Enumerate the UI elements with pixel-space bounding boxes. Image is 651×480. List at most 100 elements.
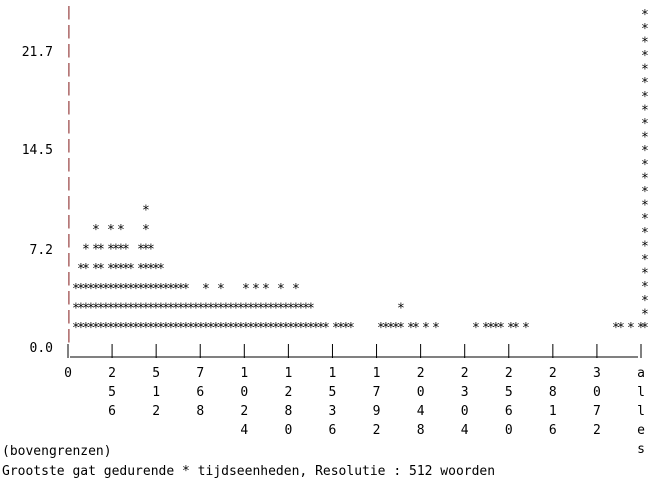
- bar-mark: *: [112, 243, 120, 258]
- bar-mark: *: [277, 301, 285, 316]
- overflow-mark: *: [641, 199, 649, 214]
- bar-mark: *: [202, 321, 210, 336]
- y-axis-segment: |: [65, 233, 73, 248]
- bar-mark: *: [77, 262, 85, 277]
- overflow-mark: *: [641, 253, 649, 268]
- overflow-mark: *: [641, 307, 649, 322]
- bar-mark: *: [142, 262, 150, 277]
- bar-mark: *: [112, 321, 120, 336]
- bar: *: [322, 321, 330, 336]
- bar-mark: *: [482, 321, 490, 336]
- bar-mark: *: [472, 321, 480, 336]
- bar-mark: *: [272, 321, 280, 336]
- bar: **: [207, 301, 215, 336]
- bar-mark: *: [127, 321, 135, 336]
- bar-mark: *: [207, 321, 215, 336]
- y-axis-segment: |: [65, 252, 73, 267]
- y-axis-segment: |: [65, 157, 73, 172]
- bar-mark: *: [257, 301, 265, 316]
- bar-mark: *: [192, 301, 200, 316]
- bar-mark: *: [97, 321, 105, 336]
- bar: *: [627, 321, 635, 336]
- overflow-mark: *: [641, 294, 649, 309]
- overflow-mark: *: [641, 35, 649, 50]
- bar-mark: *: [82, 262, 90, 277]
- bar: * * *: [177, 282, 185, 336]
- y-axis-segment: |: [65, 5, 73, 20]
- bar: *: [342, 321, 350, 336]
- bar-mark: *: [182, 282, 190, 297]
- bar-mark: *: [302, 301, 310, 316]
- bar-mark: *: [162, 321, 170, 336]
- bar-mark: *: [187, 321, 195, 336]
- bar-mark: *: [217, 301, 225, 316]
- bar-mark: *: [292, 321, 300, 336]
- bar-mark: *: [377, 321, 385, 336]
- bar-mark: *: [107, 301, 115, 316]
- bar-mark: *: [212, 301, 220, 316]
- bar-mark: *: [397, 321, 405, 336]
- bar-mark: *: [162, 282, 170, 297]
- bar: **: [397, 301, 405, 336]
- bar-mark: *: [82, 321, 90, 336]
- bar-mark: *: [207, 301, 215, 316]
- bar-mark: *: [332, 321, 340, 336]
- bar-mark: *: [432, 321, 440, 336]
- bar: *: [317, 321, 325, 336]
- bar-mark: *: [167, 282, 175, 297]
- bar: *: [612, 321, 620, 336]
- bar: *: [387, 321, 395, 336]
- bar-mark: *: [147, 321, 155, 336]
- bar: **: [267, 301, 275, 336]
- bar: **: [287, 301, 295, 336]
- bar-mark: *: [242, 321, 250, 336]
- bar-mark: *: [137, 243, 145, 258]
- bar: **: [227, 301, 235, 336]
- overflow-mark: *: [641, 171, 649, 186]
- bar-mark: *: [382, 321, 390, 336]
- bar-mark: *: [297, 301, 305, 316]
- overflow-mark: *: [641, 321, 649, 336]
- bar-mark: *: [97, 262, 105, 277]
- bar-mark: *: [232, 301, 240, 316]
- bar-mark: *: [87, 301, 95, 316]
- bar-mark: *: [157, 262, 165, 277]
- y-axis: | | | | | | | | | | | | | | | | | |: [65, 5, 73, 343]
- overflow-mark: *: [641, 90, 649, 105]
- bar: * * * * *: [147, 243, 155, 336]
- bar: * * *: [252, 282, 260, 336]
- bar-mark: *: [142, 203, 150, 218]
- bar-mark: *: [247, 301, 255, 316]
- y-tick-label: 21.7: [22, 45, 53, 60]
- bar-mark: *: [307, 321, 315, 336]
- bar-mark: *: [117, 301, 125, 316]
- y-axis-segment: |: [65, 195, 73, 210]
- bar-mark: *: [147, 282, 155, 297]
- bar-mark: *: [287, 301, 295, 316]
- bar-mark: *: [107, 243, 115, 258]
- bar: * * *: [292, 282, 300, 336]
- bar-mark: *: [142, 223, 150, 238]
- bar-mark: *: [102, 321, 110, 336]
- bar-mark: *: [72, 321, 80, 336]
- bar-mark: *: [202, 301, 210, 316]
- bar-mark: *: [257, 321, 265, 336]
- bar-mark: *: [92, 243, 100, 258]
- bar-mark: *: [227, 301, 235, 316]
- bar: *: [512, 321, 520, 336]
- overflow-mark: *: [641, 239, 649, 254]
- overflow-mark: *: [641, 185, 649, 200]
- bar-mark: *: [127, 301, 135, 316]
- bar: **: [232, 301, 240, 336]
- bar-mark: *: [177, 301, 185, 316]
- bar: *: [407, 321, 415, 336]
- bar: * * *: [132, 282, 140, 336]
- y-tick-labels: 21.7 14.5 7.2 0.0: [22, 45, 53, 356]
- y-tick-label: 0.0: [30, 341, 53, 356]
- overflow-mark: *: [641, 212, 649, 227]
- bar-mark: *: [172, 282, 180, 297]
- bar: *: [337, 321, 345, 336]
- bar-mark: *: [142, 301, 150, 316]
